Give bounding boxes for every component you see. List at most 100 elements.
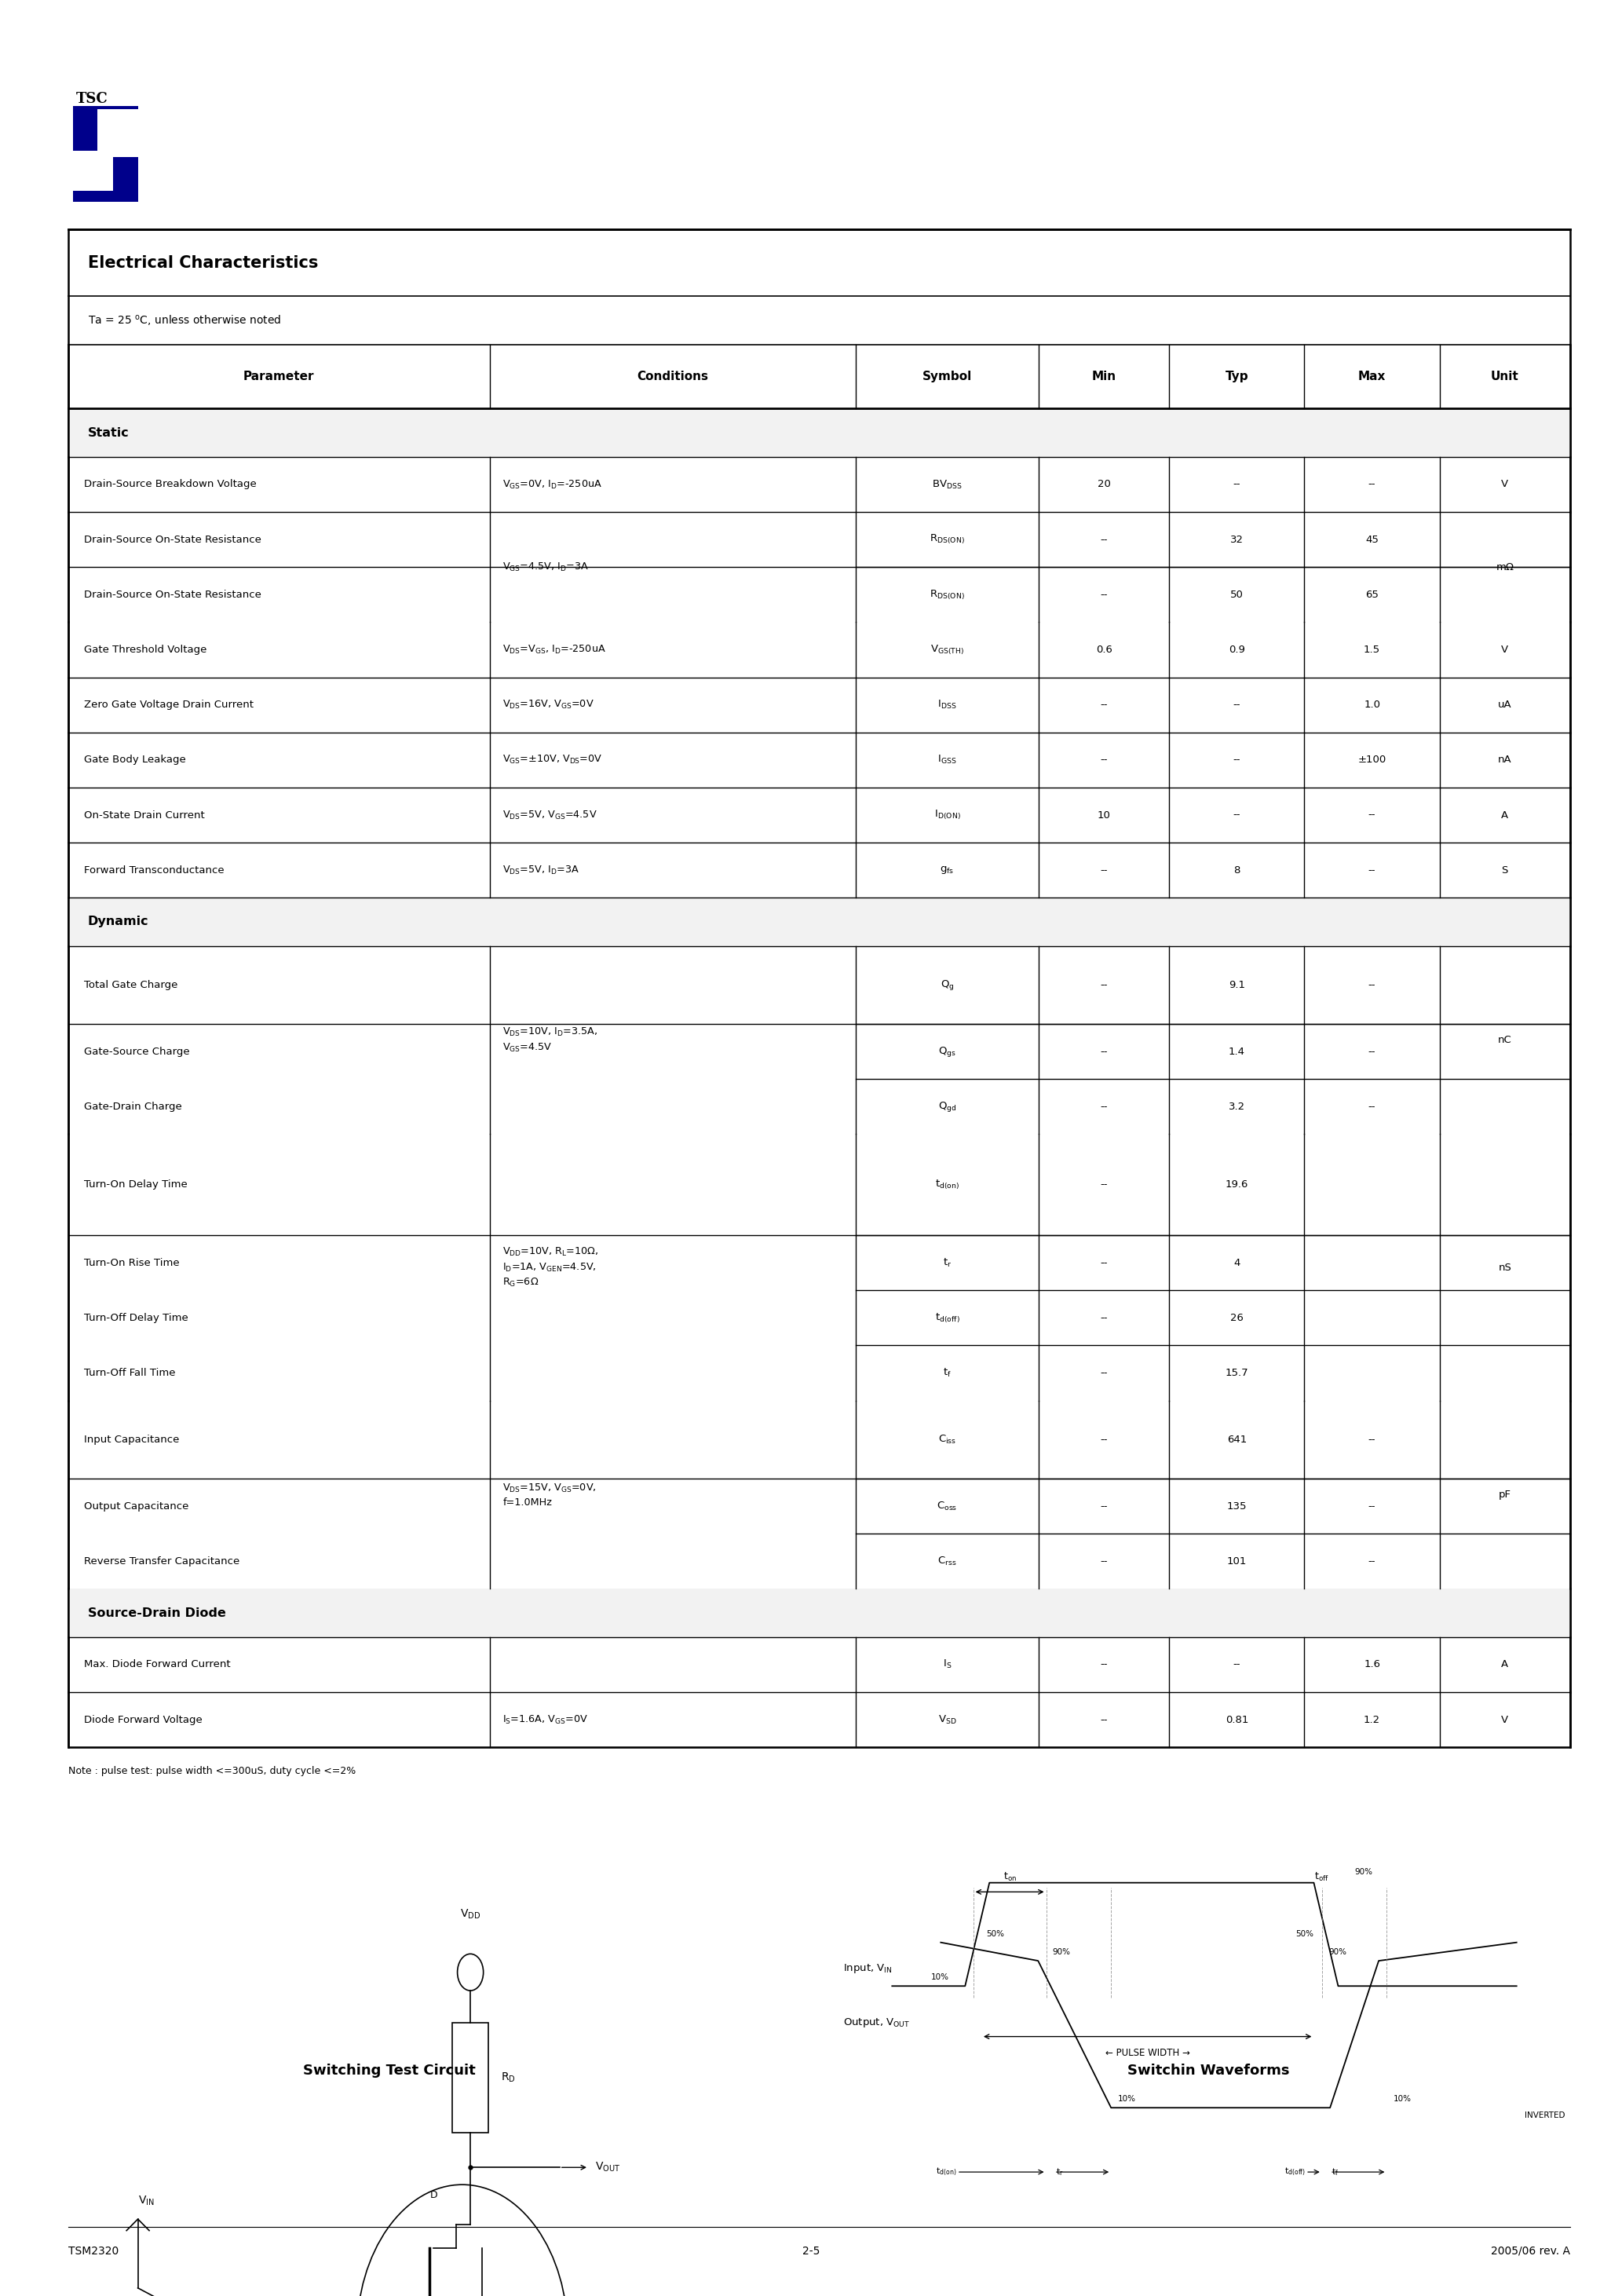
Text: V$_{\mathregular{DS}}$=5V, I$_{\mathregular{D}}$=3A: V$_{\mathregular{DS}}$=5V, I$_{\mathregu… xyxy=(503,863,579,877)
Text: 135: 135 xyxy=(1226,1502,1247,1511)
Text: Max: Max xyxy=(1358,370,1385,383)
Text: t$_{\mathregular{d(off)}}$: t$_{\mathregular{d(off)}}$ xyxy=(1285,2167,1306,2177)
Text: Forward Transconductance: Forward Transconductance xyxy=(84,866,224,875)
Text: Output, V$_{\mathregular{OUT}}$: Output, V$_{\mathregular{OUT}}$ xyxy=(843,2016,910,2030)
Text: A: A xyxy=(1502,1660,1508,1669)
Text: 90%: 90% xyxy=(1354,1869,1372,1876)
Bar xyxy=(73,156,114,191)
Text: Source-Drain Diode: Source-Drain Diode xyxy=(88,1607,225,1619)
Text: TSM2320: TSM2320 xyxy=(68,2245,118,2257)
Text: Static: Static xyxy=(88,427,130,439)
Text: Typ: Typ xyxy=(1225,370,1249,383)
Text: Max. Diode Forward Current: Max. Diode Forward Current xyxy=(84,1660,230,1669)
Text: Switchin Waveforms: Switchin Waveforms xyxy=(1127,2064,1289,2078)
Text: 65: 65 xyxy=(1366,590,1379,599)
Text: --: -- xyxy=(1369,1502,1375,1511)
Text: Gate Threshold Voltage: Gate Threshold Voltage xyxy=(84,645,208,654)
Text: V$_{\mathregular{GS}}$=4.5V, I$_{\mathregular{D}}$=3A: V$_{\mathregular{GS}}$=4.5V, I$_{\mathre… xyxy=(503,560,589,574)
Text: Dynamic: Dynamic xyxy=(88,916,149,928)
Text: V$_{\mathregular{DS}}$=10V, I$_{\mathregular{D}}$=3.5A,
V$_{\mathregular{GS}}$=4: V$_{\mathregular{DS}}$=10V, I$_{\mathreg… xyxy=(503,1026,599,1054)
Text: ±100: ±100 xyxy=(1358,755,1387,765)
Text: Min: Min xyxy=(1092,370,1116,383)
Text: INVERTED: INVERTED xyxy=(1525,2112,1565,2119)
Text: 1.2: 1.2 xyxy=(1364,1715,1380,1724)
Text: pF: pF xyxy=(1499,1490,1512,1499)
Text: A: A xyxy=(1502,810,1508,820)
Text: g$_{\mathregular{fs}}$: g$_{\mathregular{fs}}$ xyxy=(941,866,954,875)
Text: Drain-Source On-State Resistance: Drain-Source On-State Resistance xyxy=(84,590,261,599)
Text: 8: 8 xyxy=(1233,866,1241,875)
Text: --: -- xyxy=(1369,480,1375,489)
Text: mΩ: mΩ xyxy=(1495,563,1513,572)
Text: t$_{\mathregular{on}}$: t$_{\mathregular{on}}$ xyxy=(1002,1871,1017,1883)
Text: 1.0: 1.0 xyxy=(1364,700,1380,709)
Text: V: V xyxy=(1502,1715,1508,1724)
Text: 50: 50 xyxy=(1229,590,1244,599)
Text: Turn-Off Fall Time: Turn-Off Fall Time xyxy=(84,1368,175,1378)
Text: --: -- xyxy=(1100,535,1108,544)
Text: t$_{\mathregular{r}}$: t$_{\mathregular{r}}$ xyxy=(1056,2167,1064,2177)
Text: V$_{\mathregular{GS(TH)}}$: V$_{\mathregular{GS(TH)}}$ xyxy=(929,643,963,657)
Text: Parameter: Parameter xyxy=(243,370,315,383)
Bar xyxy=(453,2023,488,2133)
Bar xyxy=(68,1589,1570,1637)
Text: 15.7: 15.7 xyxy=(1225,1368,1249,1378)
Text: I$_{\mathregular{GSS}}$: I$_{\mathregular{GSS}}$ xyxy=(938,753,957,767)
Text: Gate Body Leakage: Gate Body Leakage xyxy=(84,755,187,765)
Text: V: V xyxy=(1502,645,1508,654)
Text: --: -- xyxy=(1100,1715,1108,1724)
Text: t$_{\mathregular{d(off)}}$: t$_{\mathregular{d(off)}}$ xyxy=(934,1311,960,1325)
Text: V$_{\mathregular{DS}}$=15V, V$_{\mathregular{GS}}$=0V,
f=1.0MHz: V$_{\mathregular{DS}}$=15V, V$_{\mathreg… xyxy=(503,1483,597,1506)
Text: Reverse Transfer Capacitance: Reverse Transfer Capacitance xyxy=(84,1557,240,1566)
Text: Total Gate Charge: Total Gate Charge xyxy=(84,980,178,990)
Text: 2005/06 rev. A: 2005/06 rev. A xyxy=(1491,2245,1570,2257)
Text: 32: 32 xyxy=(1229,535,1244,544)
Text: --: -- xyxy=(1100,1368,1108,1378)
Text: --: -- xyxy=(1100,590,1108,599)
Text: R$_{\mathregular{DS(ON)}}$: R$_{\mathregular{DS(ON)}}$ xyxy=(929,533,965,546)
Text: Input Capacitance: Input Capacitance xyxy=(84,1435,180,1444)
Text: t$_{\mathregular{r}}$: t$_{\mathregular{r}}$ xyxy=(942,1256,952,1270)
Text: Gate-Drain Charge: Gate-Drain Charge xyxy=(84,1102,182,1111)
Text: 4: 4 xyxy=(1233,1258,1241,1267)
Text: 10%: 10% xyxy=(1393,2096,1411,2103)
Text: --: -- xyxy=(1369,1557,1375,1566)
Text: Symbol: Symbol xyxy=(923,370,972,383)
Text: --: -- xyxy=(1100,755,1108,765)
Text: --: -- xyxy=(1100,1435,1108,1444)
Text: --: -- xyxy=(1100,1047,1108,1056)
Bar xyxy=(73,106,138,202)
Text: Input, V$_{\mathregular{IN}}$: Input, V$_{\mathregular{IN}}$ xyxy=(843,1963,892,1975)
Text: V$_{\mathregular{OUT}}$: V$_{\mathregular{OUT}}$ xyxy=(595,2161,621,2174)
Text: Drain-Source On-State Resistance: Drain-Source On-State Resistance xyxy=(84,535,261,544)
Text: 641: 641 xyxy=(1226,1435,1247,1444)
Text: --: -- xyxy=(1100,866,1108,875)
Text: --: -- xyxy=(1100,1258,1108,1267)
Text: --: -- xyxy=(1369,866,1375,875)
Text: V$_{\mathregular{DD}}$=10V, R$_{\mathregular{L}}$=10Ω,
I$_{\mathregular{D}}$=1A,: V$_{\mathregular{DD}}$=10V, R$_{\mathreg… xyxy=(503,1247,599,1288)
Text: 3.2: 3.2 xyxy=(1228,1102,1246,1111)
Text: C$_{\mathregular{rss}}$: C$_{\mathregular{rss}}$ xyxy=(938,1554,957,1568)
Text: Drain-Source Breakdown Voltage: Drain-Source Breakdown Voltage xyxy=(84,480,256,489)
Text: V$_{\mathregular{DS}}$=V$_{\mathregular{GS}}$, I$_{\mathregular{D}}$=-250uA: V$_{\mathregular{DS}}$=V$_{\mathregular{… xyxy=(503,643,607,657)
Text: Q$_{\mathregular{g}}$: Q$_{\mathregular{g}}$ xyxy=(941,978,954,992)
Text: 0.81: 0.81 xyxy=(1225,1715,1249,1724)
Text: TSC: TSC xyxy=(76,92,109,106)
Text: Conditions: Conditions xyxy=(637,370,709,383)
Text: --: -- xyxy=(1100,1102,1108,1111)
Text: 10%: 10% xyxy=(931,1975,949,1981)
Text: --: -- xyxy=(1369,810,1375,820)
Text: --: -- xyxy=(1100,1502,1108,1511)
Text: 1.6: 1.6 xyxy=(1364,1660,1380,1669)
Text: --: -- xyxy=(1369,980,1375,990)
Text: 50%: 50% xyxy=(1296,1931,1314,1938)
Text: nS: nS xyxy=(1499,1263,1512,1272)
Bar xyxy=(73,152,138,156)
Text: ← PULSE WIDTH →: ← PULSE WIDTH → xyxy=(1105,2048,1191,2057)
Text: Zero Gate Voltage Drain Current: Zero Gate Voltage Drain Current xyxy=(84,700,255,709)
Text: 50%: 50% xyxy=(986,1931,1004,1938)
Text: 2-5: 2-5 xyxy=(803,2245,819,2257)
Text: t$_{\mathregular{f}}$: t$_{\mathregular{f}}$ xyxy=(942,1366,952,1380)
Text: V$_{\mathregular{GS}}$=0V, I$_{\mathregular{D}}$=-250uA: V$_{\mathregular{GS}}$=0V, I$_{\mathregu… xyxy=(503,478,602,491)
Text: Note : pulse test: pulse width <=300uS, duty cycle <=2%: Note : pulse test: pulse width <=300uS, … xyxy=(68,1766,355,1775)
